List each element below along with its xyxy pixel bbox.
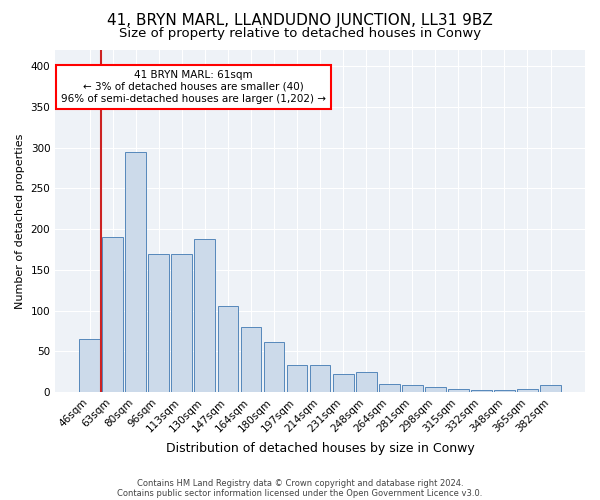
Bar	[102, 238, 123, 392]
Text: 41, BRYN MARL, LLANDUDNO JUNCTION, LL31 9BZ: 41, BRYN MARL, LLANDUDNO JUNCTION, LL31 …	[107, 12, 493, 28]
Bar	[379, 384, 400, 392]
Bar	[172, 254, 192, 392]
Bar	[402, 384, 422, 392]
Bar	[241, 327, 262, 392]
Bar	[194, 239, 215, 392]
Bar	[310, 365, 331, 392]
Bar	[263, 342, 284, 392]
Text: 41 BRYN MARL: 61sqm
← 3% of detached houses are smaller (40)
96% of semi-detache: 41 BRYN MARL: 61sqm ← 3% of detached hou…	[61, 70, 326, 104]
Bar	[471, 390, 492, 392]
Bar	[125, 152, 146, 392]
Bar	[148, 254, 169, 392]
X-axis label: Distribution of detached houses by size in Conwy: Distribution of detached houses by size …	[166, 442, 475, 455]
Bar	[287, 365, 307, 392]
Bar	[356, 372, 377, 392]
Y-axis label: Number of detached properties: Number of detached properties	[15, 134, 25, 308]
Bar	[540, 386, 561, 392]
Bar	[425, 387, 446, 392]
Text: Contains HM Land Registry data © Crown copyright and database right 2024.: Contains HM Land Registry data © Crown c…	[137, 478, 463, 488]
Bar	[448, 388, 469, 392]
Text: Size of property relative to detached houses in Conwy: Size of property relative to detached ho…	[119, 28, 481, 40]
Text: Contains public sector information licensed under the Open Government Licence v3: Contains public sector information licen…	[118, 488, 482, 498]
Bar	[333, 374, 353, 392]
Bar	[79, 339, 100, 392]
Bar	[494, 390, 515, 392]
Bar	[218, 306, 238, 392]
Bar	[517, 388, 538, 392]
